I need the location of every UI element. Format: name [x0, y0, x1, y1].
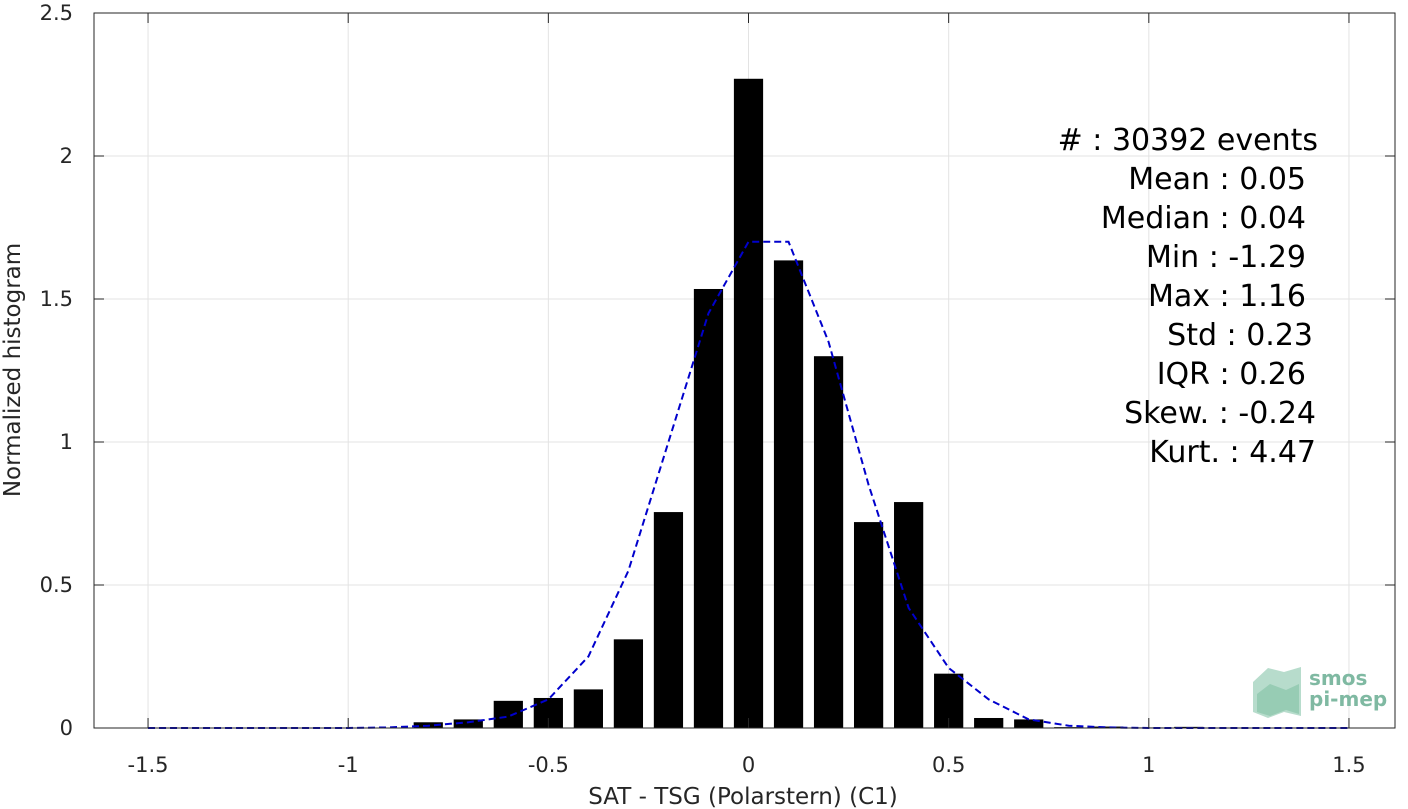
tick-labels: -1.5 -1 -0.5 0 0.5 1 1.5 0 0.5 1 1.5 2 2.5 — [40, 1, 1366, 777]
x-tick-label: -1.5 — [128, 753, 169, 777]
histogram-bar — [493, 700, 523, 728]
stats-line: Max : 1.16 — [1148, 279, 1306, 314]
y-axis-label: Normalized histogram — [0, 243, 26, 497]
histogram-bar — [573, 689, 603, 728]
x-axis-label: SAT - TSG (Polarstern) (C1) — [588, 784, 897, 809]
logo-waves-inner-icon — [1257, 684, 1299, 716]
stats-line: Skew. : -0.24 — [1124, 396, 1316, 431]
x-tick-label: -1 — [338, 753, 359, 777]
histogram-bar — [733, 78, 764, 728]
x-tick-label: 0 — [742, 753, 755, 777]
histogram-bar — [653, 512, 684, 728]
stats-line: Median : 0.04 — [1101, 201, 1306, 236]
y-tick-label: 0.5 — [40, 573, 73, 597]
x-tick-label: 1.5 — [1332, 753, 1365, 777]
smos-pi-mep-logo: smos pi-mep — [1253, 666, 1387, 718]
y-tick-label: 2 — [60, 144, 73, 168]
stats-line: Std : 0.23 — [1167, 318, 1313, 353]
y-tick-label: 1.5 — [40, 287, 73, 311]
histogram-bar — [1014, 719, 1044, 728]
histogram-bar — [813, 356, 844, 728]
x-tick-label: -0.5 — [528, 753, 569, 777]
axes-frame — [93, 12, 1396, 729]
histogram-bar — [894, 502, 924, 728]
histogram-bar — [773, 260, 804, 728]
stats-line: IQR : 0.26 — [1157, 357, 1306, 392]
histogram-bars — [413, 78, 1204, 728]
logo-text-smos: smos — [1309, 666, 1367, 690]
logo-text-pimep: pi-mep — [1309, 687, 1387, 711]
histogram-bar — [453, 719, 483, 728]
x-tick-label: 1 — [1142, 753, 1155, 777]
stats-line: Min : -1.29 — [1146, 240, 1306, 275]
histogram-bar — [974, 717, 1004, 728]
stats-line: Mean : 0.05 — [1128, 162, 1306, 197]
fit-curve — [148, 240, 1349, 729]
histogram-bar — [853, 522, 884, 728]
plot-frame — [93, 12, 1396, 729]
stats-line: # : 30392 events — [1058, 123, 1318, 158]
y-tick-label: 2.5 — [40, 1, 73, 25]
histogram-bar — [693, 288, 724, 728]
stats-line: Kurt. : 4.47 — [1149, 435, 1316, 470]
histogram-bar — [613, 639, 644, 728]
histogram-bar — [1094, 726, 1124, 728]
stats-box: # : 30392 events Mean : 0.05 Median : 0.04… — [1058, 123, 1318, 470]
y-tick-label: 1 — [60, 430, 73, 454]
x-tick-label: 0.5 — [932, 753, 965, 777]
y-tick-label: 0 — [60, 716, 73, 740]
